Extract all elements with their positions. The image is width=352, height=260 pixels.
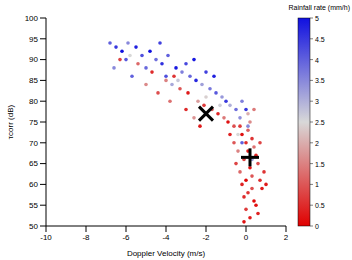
svg-text:-8: -8 [82, 233, 90, 242]
svg-text:5: 5 [315, 15, 319, 22]
svg-text:2: 2 [315, 140, 319, 147]
svg-text:Rainfall rate (mm/h): Rainfall rate (mm/h) [289, 4, 344, 12]
svg-text:50: 50 [29, 222, 38, 231]
svg-text:Doppler Velocity (m/s): Doppler Velocity (m/s) [127, 249, 206, 258]
svg-text:0.5: 0.5 [315, 202, 325, 209]
svg-text:-10: -10 [40, 233, 52, 242]
svg-text:55: 55 [29, 201, 38, 210]
svg-text:65: 65 [29, 159, 38, 168]
svg-text:4.5: 4.5 [315, 36, 325, 43]
svg-text:70: 70 [29, 139, 38, 148]
svg-text:3.5: 3.5 [315, 77, 325, 84]
svg-text:-4: -4 [162, 233, 170, 242]
svg-text:90: 90 [29, 55, 38, 64]
svg-text:1.5: 1.5 [315, 161, 325, 168]
svg-text:100: 100 [25, 14, 39, 23]
svg-text:4: 4 [315, 57, 319, 64]
svg-text:85: 85 [29, 76, 38, 85]
svg-text:60: 60 [29, 180, 38, 189]
svg-text:-6: -6 [122, 233, 130, 242]
svg-text:-2: -2 [202, 233, 210, 242]
svg-text:0: 0 [244, 233, 249, 242]
svg-text:3: 3 [315, 98, 319, 105]
svg-text:80: 80 [29, 97, 38, 106]
svg-text:95: 95 [29, 35, 38, 44]
svg-text:2: 2 [284, 233, 289, 242]
svg-text:τcorr (dB): τcorr (dB) [8, 105, 15, 140]
svg-text:1: 1 [315, 181, 319, 188]
svg-text:75: 75 [29, 118, 38, 127]
svg-text:2.5: 2.5 [315, 119, 325, 126]
svg-text:0: 0 [315, 223, 319, 230]
